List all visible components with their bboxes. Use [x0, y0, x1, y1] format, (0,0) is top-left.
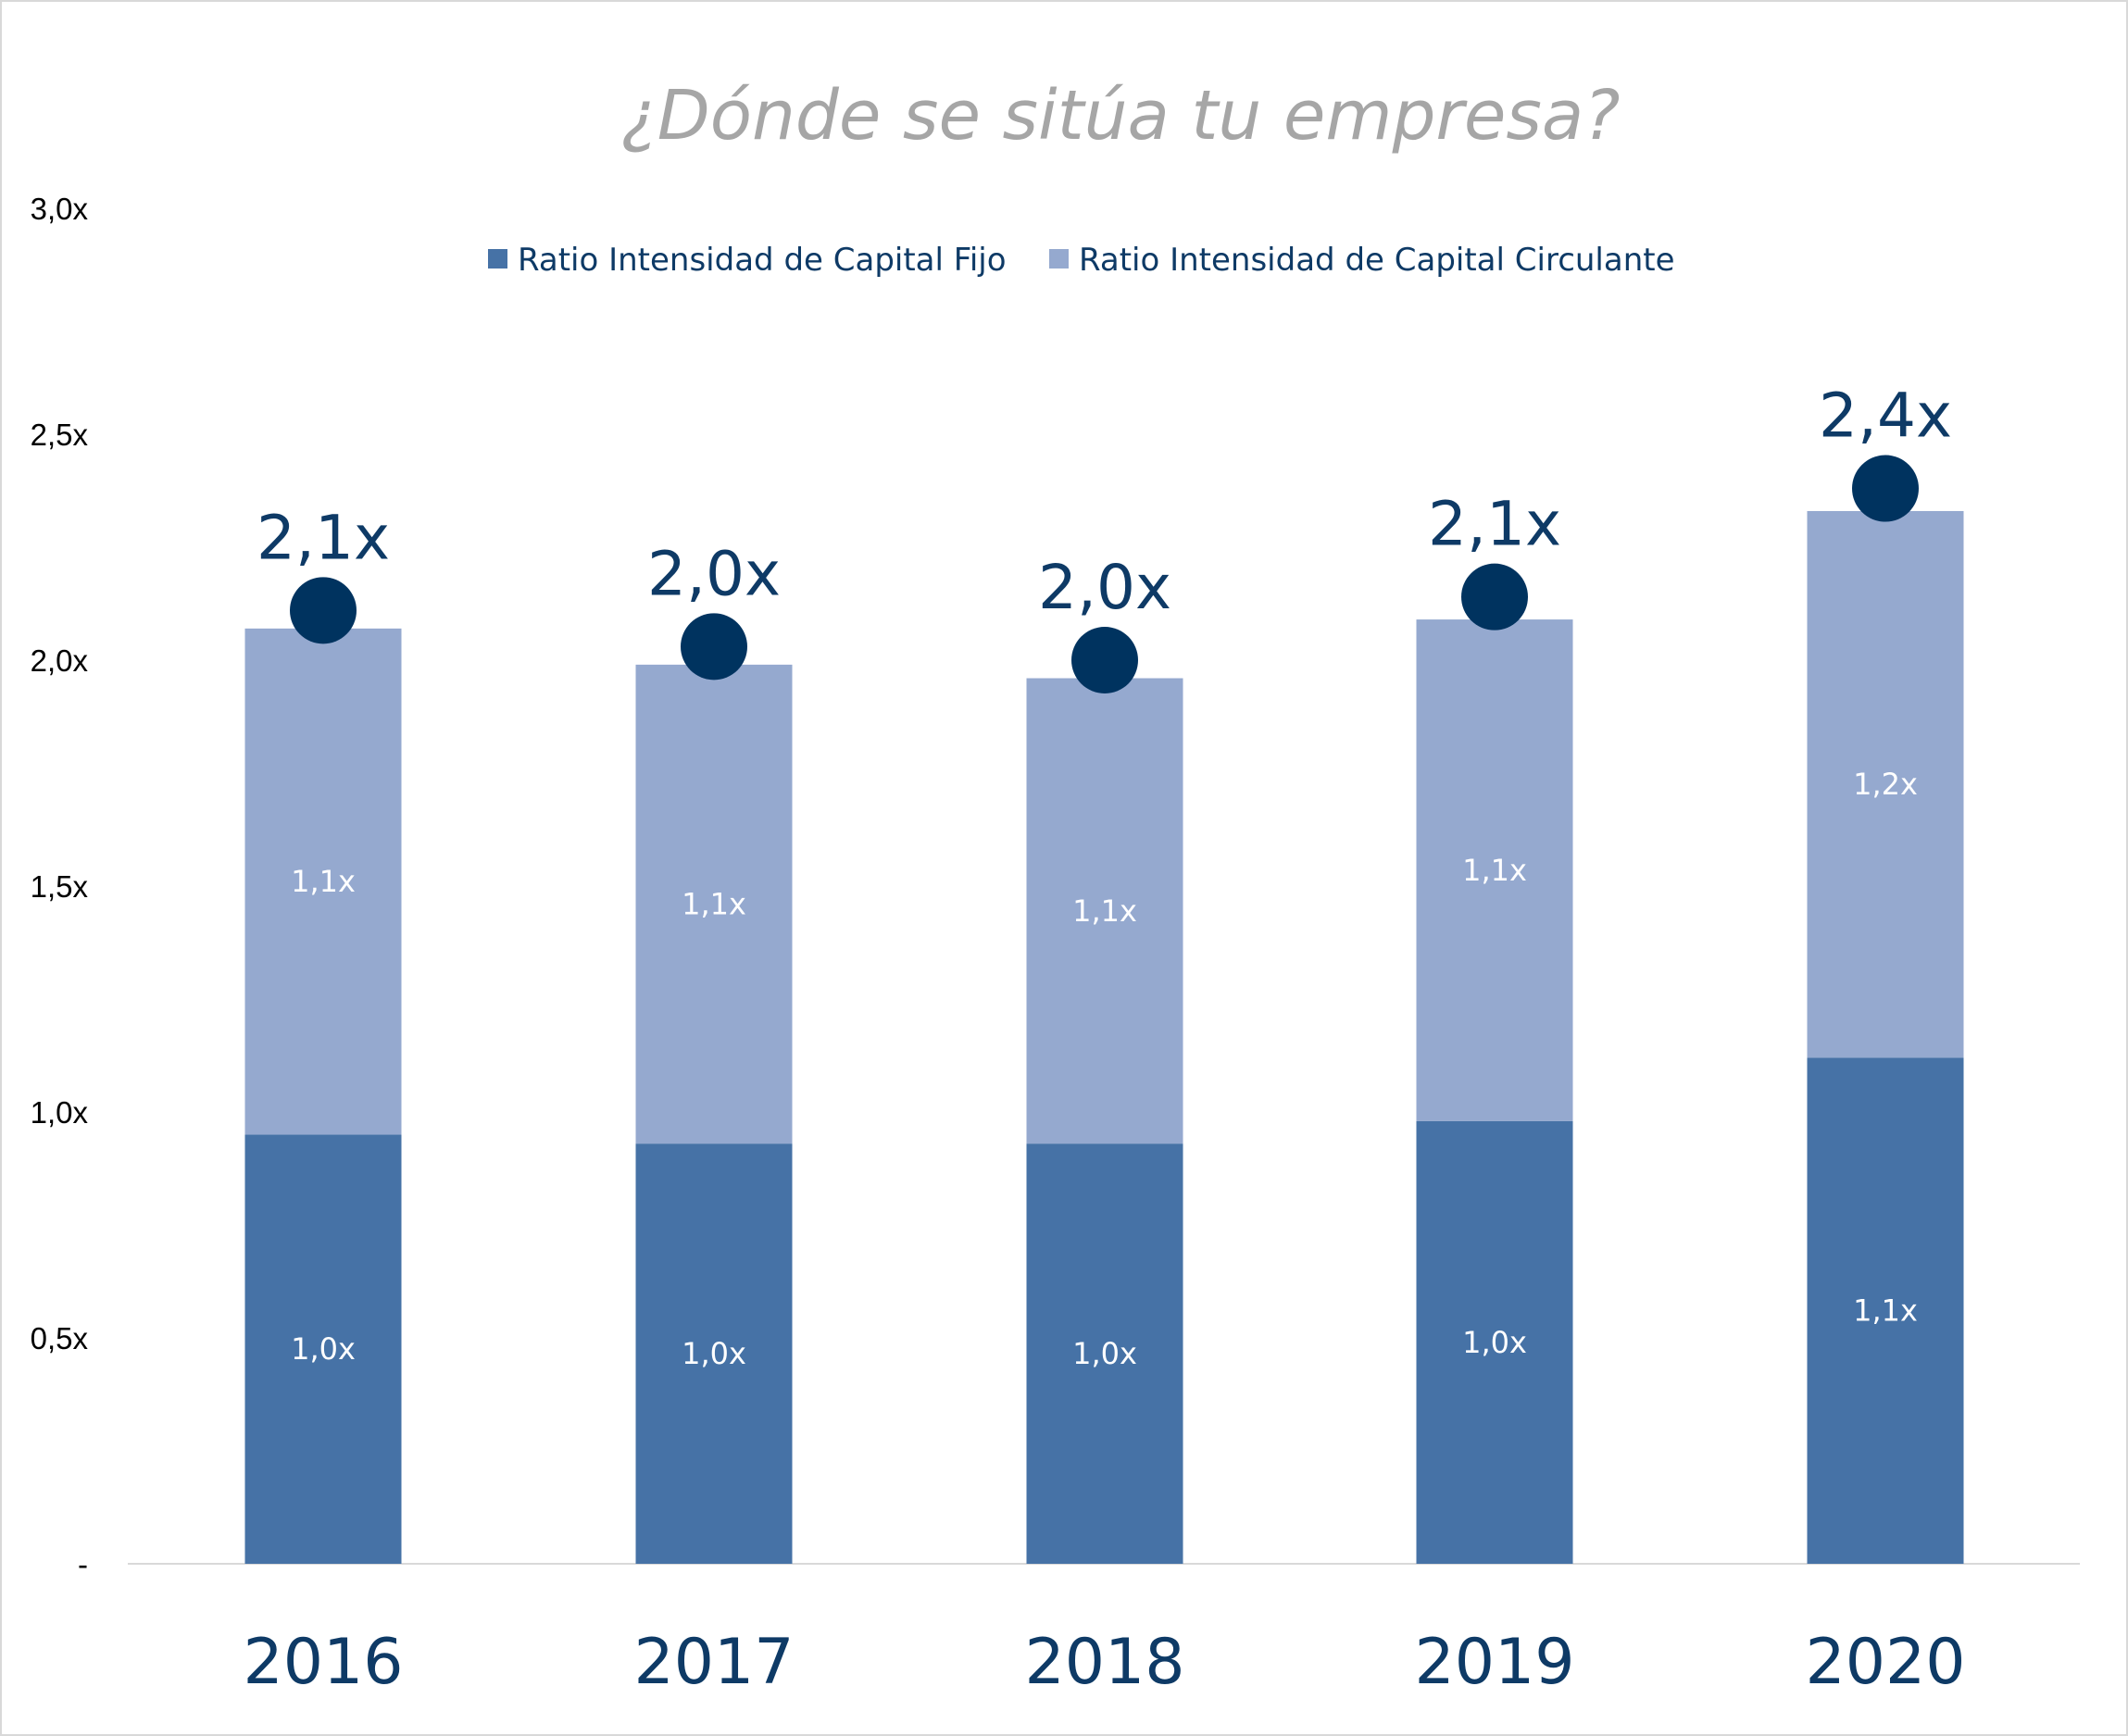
segment-value-label: 1,0x — [1072, 1336, 1137, 1371]
legend: Ratio Intensidad de Capital Fijo Ratio I… — [488, 242, 1675, 279]
segment-value-label: 1,1x — [1072, 893, 1137, 929]
segment-value-label: 1,1x — [682, 887, 746, 922]
x-tick-label: 2018 — [1024, 1626, 1184, 1699]
bar-segment-fijo — [1807, 1057, 1964, 1564]
chart-title: ¿Dónde se sitúa tu empresa? — [620, 76, 1620, 156]
segment-value-label: 1,1x — [1853, 1293, 1918, 1329]
segment-value-label: 1,1x — [291, 864, 356, 899]
total-marker — [1852, 455, 1919, 522]
legend-swatch-fijo — [488, 249, 507, 269]
bar-segment-fijo — [244, 1134, 402, 1564]
legend-label-fijo: Ratio Intensidad de Capital Fijo — [518, 242, 1007, 279]
total-marker — [1461, 563, 1528, 631]
bar-segment-fijo — [1026, 1143, 1183, 1564]
bar-segment-circulante — [244, 628, 402, 1135]
x-tick-label: 2020 — [1805, 1626, 1965, 1699]
x-axis: 2016 2017 2018 2019 2020 — [243, 1626, 1965, 1699]
total-value-label: 2,1x — [1428, 489, 1561, 560]
y-tick-label: 0,5x — [31, 1321, 89, 1355]
segment-value-label: 1,0x — [1462, 1325, 1527, 1360]
segment-value-label: 1,2x — [1853, 767, 1918, 802]
total-marker — [681, 613, 747, 681]
legend-label-circulante: Ratio Intensidad de Capital Circulante — [1079, 242, 1675, 279]
y-tick-label: 1,0x — [31, 1095, 89, 1130]
bar-segment-circulante — [1807, 510, 1964, 1058]
total-value-label: 2,0x — [1038, 552, 1171, 623]
legend-swatch-circulante — [1049, 249, 1069, 269]
total-marker — [1071, 627, 1138, 693]
x-tick-label: 2019 — [1414, 1626, 1574, 1699]
total-value-label: 2,1x — [257, 502, 390, 573]
y-tick-label: 3,0x — [31, 192, 89, 226]
y-axis: - 0,5x 1,0x 1,5x 2,0x 2,5x 3,0x — [31, 192, 89, 1581]
segment-value-label: 1,0x — [682, 1336, 746, 1371]
total-value-label: 2,0x — [647, 538, 781, 609]
x-tick-label: 2016 — [243, 1626, 403, 1699]
bar-segment-circulante — [1416, 619, 1573, 1121]
segment-value-label: 1,0x — [291, 1331, 356, 1367]
segment-value-label: 1,1x — [1462, 853, 1527, 888]
bar-segment-circulante — [635, 664, 793, 1144]
x-tick-label: 2017 — [633, 1626, 794, 1699]
total-value-label: 2,4x — [1819, 381, 1952, 452]
y-tick-label: 1,5x — [31, 869, 89, 904]
bars: 1,0x 1,1x 2,1x 1,0x 1,1x 2,0x 1,0x 1,1x 2,0x 1,0x… — [244, 381, 1964, 1564]
y-tick-label: - — [78, 1547, 88, 1581]
bar-segment-circulante — [1026, 678, 1183, 1144]
y-tick-label: 2,0x — [31, 643, 89, 678]
bar-segment-fijo — [635, 1143, 793, 1564]
total-marker — [290, 577, 357, 644]
y-tick-label: 2,5x — [31, 418, 89, 452]
bar-segment-fijo — [1416, 1120, 1573, 1564]
